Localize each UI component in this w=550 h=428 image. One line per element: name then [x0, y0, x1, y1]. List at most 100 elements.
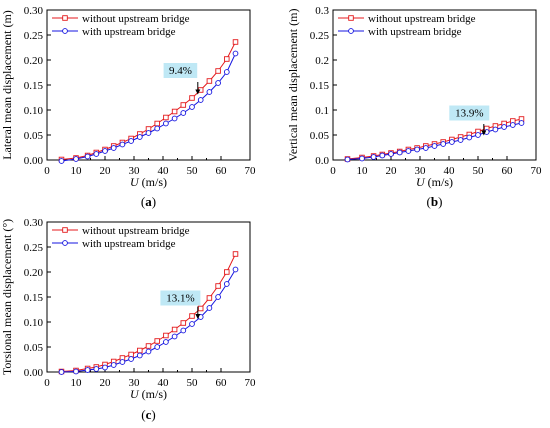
- data-point-circle: [136, 134, 143, 140]
- panel-label: (c): [141, 407, 155, 422]
- x-tick-label: 50: [473, 165, 485, 177]
- data-point-circle: [431, 143, 438, 149]
- legend-marker-circle: [62, 240, 68, 246]
- series-line-1: [61, 269, 236, 373]
- data-point-circle: [171, 115, 178, 122]
- data-point-circle: [414, 146, 420, 153]
- data-point-circle: [93, 151, 100, 157]
- legend-entry: with upstream bridge: [368, 26, 462, 38]
- y-tick-label: 0.1: [315, 105, 329, 117]
- data-point-circle: [110, 145, 117, 151]
- y-tick-label: 0.05: [310, 130, 330, 142]
- annotation-arrow-head: [195, 89, 201, 95]
- data-point-square: [163, 114, 169, 121]
- data-point-square: [171, 108, 178, 115]
- annotation-percentage: 13.9%: [455, 108, 483, 120]
- x-tick-label: 60: [216, 165, 228, 177]
- x-tick-label: 30: [415, 165, 427, 177]
- series-line-1: [61, 53, 236, 162]
- data-point-circle: [232, 266, 239, 273]
- data-point-circle: [119, 141, 126, 148]
- annotation-arrow-head: [481, 130, 487, 136]
- data-point-square: [224, 56, 230, 62]
- data-point-circle: [509, 122, 516, 128]
- x-axis-variable: U: [130, 387, 140, 401]
- panel-label-part: ): [151, 407, 155, 422]
- legend-marker-circle: [348, 28, 354, 34]
- data-point-square: [232, 39, 239, 45]
- y-tick-label: 0.0: [315, 155, 329, 167]
- x-axis-variable: U: [416, 175, 426, 189]
- annotation-box: [160, 290, 201, 306]
- data-point-circle: [475, 132, 481, 138]
- data-point-circle: [405, 148, 412, 154]
- data-point-circle: [154, 125, 161, 132]
- x-tick-label: 0: [44, 165, 50, 177]
- x-tick-label: 50: [187, 377, 199, 389]
- y-tick-label: 0.3: [315, 5, 329, 17]
- legend-marker-square: [62, 15, 68, 21]
- data-point-circle: [379, 152, 386, 159]
- data-point-circle: [223, 281, 230, 287]
- annotation-box: [449, 105, 490, 121]
- data-point-circle: [197, 97, 204, 103]
- data-point-square: [224, 269, 230, 275]
- data-point-circle: [370, 154, 377, 160]
- x-tick-label: 30: [129, 165, 141, 177]
- legend-entry: without upstream bridge: [368, 13, 476, 25]
- data-point-square: [137, 347, 143, 354]
- data-point-square: [215, 68, 221, 74]
- data-point-circle: [440, 141, 447, 147]
- data-point-circle: [388, 151, 394, 157]
- data-point-circle: [189, 104, 195, 110]
- annotation-arrow-head: [195, 314, 201, 319]
- data-point-square: [232, 251, 239, 257]
- panel-label-part: a: [145, 194, 152, 209]
- y-axis-label: Vertical mean displacement (m): [286, 9, 300, 162]
- panel-label-part: (: [427, 194, 431, 209]
- y-tick-label: 0.15: [310, 80, 330, 92]
- data-point-square: [154, 338, 160, 344]
- x-tick-label: 60: [216, 377, 228, 389]
- x-tick-label: 40: [444, 165, 456, 177]
- chart-panel-b: 0 10 20 30 40 50 60 70 0.0 0.05 0.1 0.15 0.2 0.25 0.3 U…: [286, 5, 542, 209]
- x-tick-label: 10: [357, 165, 369, 177]
- y-tick-label: 0.25: [310, 30, 330, 42]
- data-point-circle: [58, 158, 65, 164]
- data-point-circle: [93, 366, 100, 372]
- data-point-circle: [84, 153, 91, 160]
- legend-marker-square: [348, 15, 354, 21]
- legend-marker-circle: [62, 28, 68, 34]
- data-point-square: [206, 295, 213, 301]
- data-point-circle: [154, 344, 161, 350]
- data-point-square: [206, 78, 213, 84]
- y-tick-label: 0.00: [24, 155, 44, 167]
- panel-label-part: b: [431, 194, 438, 209]
- data-point-circle: [449, 139, 455, 145]
- y-tick-label: 0.10: [24, 105, 44, 117]
- data-point-circle: [215, 294, 221, 300]
- y-tick-label: 0.10: [24, 317, 44, 329]
- x-axis-unit: (m/s): [139, 175, 167, 189]
- annotation-percentage: 13.1%: [166, 293, 194, 305]
- y-axis-label: Torsional mean displacement (°): [0, 219, 14, 375]
- data-point-circle: [145, 348, 152, 355]
- data-point-square: [215, 283, 221, 289]
- x-tick-label: 40: [158, 377, 170, 389]
- chart-panel-a: 0 10 20 30 40 50 60 70 0.00 0.05 0.10 0.15 0.20 0.25 0…: [0, 5, 256, 209]
- data-point-circle: [84, 367, 91, 373]
- y-tick-label: 0.20: [24, 267, 44, 279]
- x-tick-label: 70: [245, 377, 257, 389]
- data-point-circle: [73, 368, 79, 375]
- data-point-circle: [102, 364, 108, 371]
- x-tick-label: 10: [71, 165, 83, 177]
- data-point-circle: [58, 369, 65, 375]
- x-tick-label: 70: [245, 165, 257, 177]
- data-point-circle: [180, 110, 187, 116]
- data-point-circle: [136, 352, 143, 359]
- data-point-circle: [73, 156, 79, 162]
- data-point-circle: [163, 339, 169, 345]
- data-point-square: [171, 326, 178, 333]
- panel-label-part: ): [438, 194, 442, 209]
